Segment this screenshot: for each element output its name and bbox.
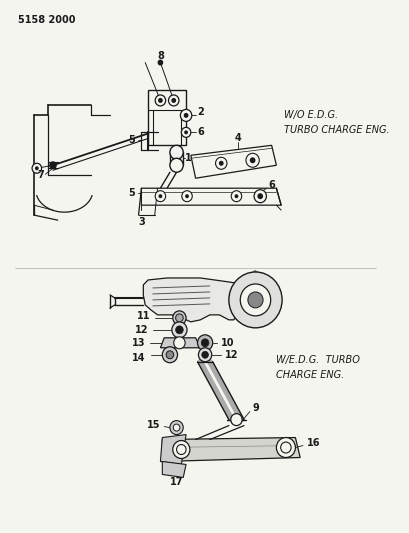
- Text: 9: 9: [252, 402, 258, 413]
- Circle shape: [233, 417, 239, 423]
- Text: 13: 13: [131, 338, 145, 348]
- Circle shape: [185, 194, 189, 198]
- Circle shape: [218, 161, 223, 166]
- Circle shape: [169, 158, 183, 172]
- Polygon shape: [141, 188, 281, 205]
- Circle shape: [197, 335, 212, 351]
- Circle shape: [155, 95, 165, 106]
- Circle shape: [180, 109, 191, 122]
- Text: 10: 10: [221, 338, 234, 348]
- Circle shape: [254, 190, 266, 203]
- Circle shape: [172, 441, 189, 458]
- Circle shape: [283, 445, 288, 450]
- Circle shape: [181, 127, 190, 138]
- Circle shape: [276, 438, 295, 457]
- Circle shape: [183, 113, 188, 118]
- Circle shape: [169, 421, 183, 434]
- Circle shape: [178, 447, 183, 452]
- Text: 8: 8: [157, 51, 164, 61]
- Circle shape: [247, 292, 263, 308]
- Circle shape: [230, 414, 242, 425]
- Circle shape: [181, 191, 192, 201]
- Circle shape: [215, 157, 227, 169]
- Text: 12: 12: [134, 325, 148, 335]
- Circle shape: [35, 166, 38, 170]
- Circle shape: [158, 194, 162, 198]
- Text: 12: 12: [225, 350, 238, 360]
- Circle shape: [173, 424, 180, 431]
- Text: 5158 2000: 5158 2000: [18, 15, 75, 25]
- Text: 3: 3: [138, 217, 144, 227]
- Circle shape: [32, 163, 41, 173]
- Circle shape: [155, 191, 165, 201]
- Text: 5: 5: [128, 135, 135, 146]
- Circle shape: [169, 146, 183, 159]
- Circle shape: [173, 337, 185, 349]
- Text: 16: 16: [306, 438, 319, 448]
- Polygon shape: [160, 434, 186, 464]
- Polygon shape: [143, 278, 257, 322]
- Text: 1: 1: [184, 154, 191, 163]
- Circle shape: [168, 95, 178, 106]
- Text: 2: 2: [196, 108, 203, 117]
- Polygon shape: [190, 146, 276, 178]
- Circle shape: [157, 60, 163, 66]
- Circle shape: [201, 339, 209, 347]
- Circle shape: [157, 98, 162, 103]
- Circle shape: [228, 272, 281, 328]
- Circle shape: [245, 154, 258, 167]
- Circle shape: [198, 348, 211, 362]
- Polygon shape: [160, 338, 200, 348]
- Circle shape: [171, 322, 187, 338]
- Circle shape: [201, 351, 208, 358]
- Circle shape: [234, 194, 238, 198]
- Text: 6: 6: [196, 127, 203, 138]
- Polygon shape: [148, 91, 186, 146]
- Circle shape: [162, 347, 177, 363]
- Text: W/O E.D.G.: W/O E.D.G.: [283, 110, 337, 120]
- Text: 5: 5: [128, 188, 135, 198]
- Circle shape: [184, 131, 187, 134]
- Circle shape: [175, 314, 183, 322]
- Circle shape: [175, 426, 178, 429]
- Text: CHARGE ENG.: CHARGE ENG.: [276, 370, 344, 379]
- Text: 4: 4: [234, 133, 241, 143]
- Text: 15: 15: [146, 419, 160, 430]
- Circle shape: [166, 351, 173, 359]
- Circle shape: [240, 284, 270, 316]
- Text: 17: 17: [169, 478, 183, 488]
- Text: 7: 7: [37, 170, 44, 180]
- Circle shape: [172, 311, 186, 325]
- Text: W/E.D.G.  TURBO: W/E.D.G. TURBO: [276, 355, 360, 365]
- Circle shape: [171, 98, 176, 103]
- Text: 11: 11: [137, 311, 151, 321]
- Circle shape: [280, 442, 290, 453]
- Circle shape: [257, 193, 263, 199]
- Text: 6: 6: [267, 180, 274, 190]
- Circle shape: [249, 157, 255, 163]
- Circle shape: [175, 326, 183, 334]
- Circle shape: [231, 191, 241, 201]
- Text: TURBO CHARGE ENG.: TURBO CHARGE ENG.: [283, 125, 389, 135]
- Circle shape: [49, 161, 57, 169]
- Circle shape: [176, 445, 186, 455]
- Polygon shape: [162, 438, 299, 462]
- Polygon shape: [162, 462, 186, 478]
- Text: 14: 14: [131, 353, 145, 363]
